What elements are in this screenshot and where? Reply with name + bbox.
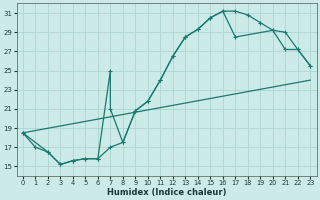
X-axis label: Humidex (Indice chaleur): Humidex (Indice chaleur) [107,188,226,197]
